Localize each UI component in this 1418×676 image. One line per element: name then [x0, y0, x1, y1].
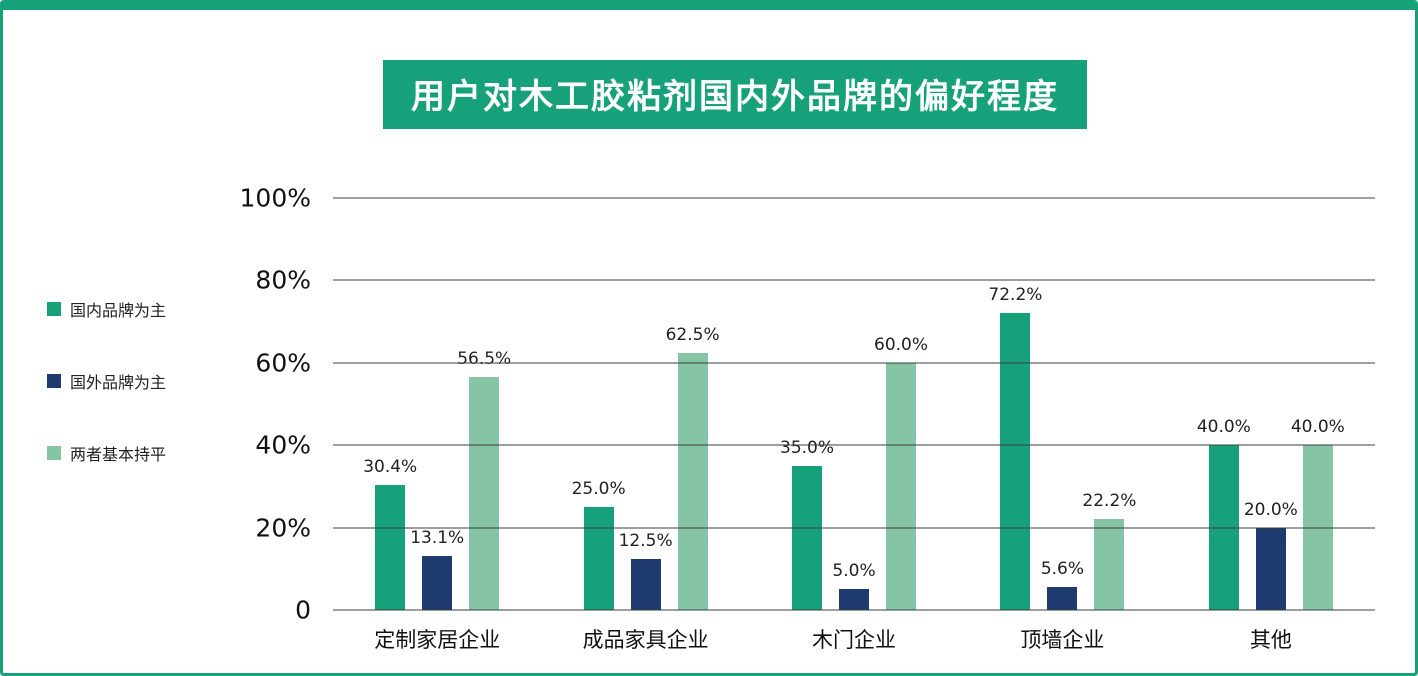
bar-group: 35.0% 5.0% 60.0% 木门企业 — [750, 198, 958, 652]
x-axis-category-label: 木门企业 — [812, 628, 897, 652]
bar-value-label: 13.1% — [410, 528, 465, 549]
title-wrap: 用户对木工胶粘剂国内外品牌的偏好程度 — [3, 60, 1415, 129]
legend-label-foreign: 国外品牌为主 — [70, 373, 167, 392]
plot-area: 30.4% 13.1% 56.5% 定制家居企业 25.0% 12.5% 62.5% 成品家具… — [240, 184, 1375, 653]
gridline — [333, 362, 1375, 364]
bar-groups: 30.4% 13.1% 56.5% 定制家居企业 25.0% 12.5% 62.5% 成品家具… — [333, 198, 1375, 653]
bar-value-label: 12.5% — [618, 530, 673, 551]
bar-group: 40.0% 20.0% 40.0% 其他 — [1167, 198, 1375, 652]
chart-title: 用户对木工胶粘剂国内外品牌的偏好程度 — [383, 60, 1087, 129]
legend-item-foreign: 国外品牌为主 — [47, 369, 166, 393]
bar-value-label: 20.0% — [1243, 499, 1298, 520]
legend-swatch-equal — [47, 446, 61, 460]
legend-swatch-domestic — [47, 302, 61, 316]
bar: 60.0% — [874, 335, 928, 610]
gridline — [333, 197, 1375, 199]
y-axis-tick: 0 — [295, 595, 311, 625]
bar-value-label: 22.2% — [1082, 490, 1137, 511]
gridline — [333, 609, 1375, 611]
bar: 35.0% — [780, 438, 834, 610]
legend-item-domestic: 国内品牌为主 — [47, 297, 166, 321]
bar-value-label: 35.0% — [780, 437, 835, 458]
x-axis-category-label: 定制家居企业 — [374, 628, 501, 652]
x-axis-category-label: 成品家具企业 — [582, 628, 709, 652]
x-axis-category-label: 其他 — [1249, 628, 1292, 652]
bar-group: 30.4% 13.1% 56.5% 定制家居企业 — [333, 198, 541, 652]
bar: 13.1% — [410, 528, 464, 610]
bar: 25.0% — [572, 479, 626, 610]
bar: 20.0% — [1244, 500, 1298, 610]
bar-value-label: 72.2% — [988, 284, 1043, 305]
bar-value-label: 30.4% — [363, 456, 418, 477]
bar: 5.0% — [832, 561, 876, 610]
legend-label-domestic: 国内品牌为主 — [70, 301, 167, 320]
bar: 72.2% — [988, 285, 1042, 610]
bar-value-label: 62.5% — [665, 324, 720, 345]
bar: 62.5% — [666, 325, 720, 610]
bar: 56.5% — [457, 349, 511, 610]
bar: 12.5% — [619, 531, 673, 610]
legend: 国内品牌为主 国外品牌为主 两者基本持平 — [47, 297, 166, 513]
bar: 30.4% — [363, 457, 417, 610]
y-axis-tick: 40% — [255, 430, 311, 460]
bar-value-label: 40.0% — [1290, 417, 1345, 438]
bar-value-label: 56.5% — [457, 349, 512, 370]
bar-value-label: 25.0% — [571, 479, 626, 499]
legend-swatch-foreign — [47, 374, 61, 388]
bar-value-label: 5.6% — [1040, 558, 1085, 579]
bar: 22.2% — [1082, 491, 1136, 610]
bar: 5.6% — [1041, 559, 1084, 610]
y-axis-tick: 100% — [239, 183, 311, 213]
gridline — [333, 444, 1375, 446]
y-axis-tick: 60% — [255, 348, 311, 378]
bar-group: 25.0% 12.5% 62.5% 成品家具企业 — [541, 198, 749, 653]
bar-value-label: 60.0% — [874, 334, 929, 355]
gridline — [333, 527, 1375, 529]
legend-item-equal: 两者基本持平 — [47, 441, 166, 465]
y-axis-tick: 20% — [255, 513, 311, 543]
bar-value-label: 40.0% — [1196, 417, 1251, 438]
legend-label-equal: 两者基本持平 — [70, 445, 167, 464]
gridline — [333, 279, 1375, 281]
bar-value-label: 5.0% — [832, 561, 876, 582]
y-axis-tick: 80% — [255, 265, 311, 295]
x-axis-category-label: 顶墙企业 — [1020, 628, 1105, 652]
bar-group: 72.2% 5.6% 22.2% 顶墙企业 — [958, 198, 1166, 652]
